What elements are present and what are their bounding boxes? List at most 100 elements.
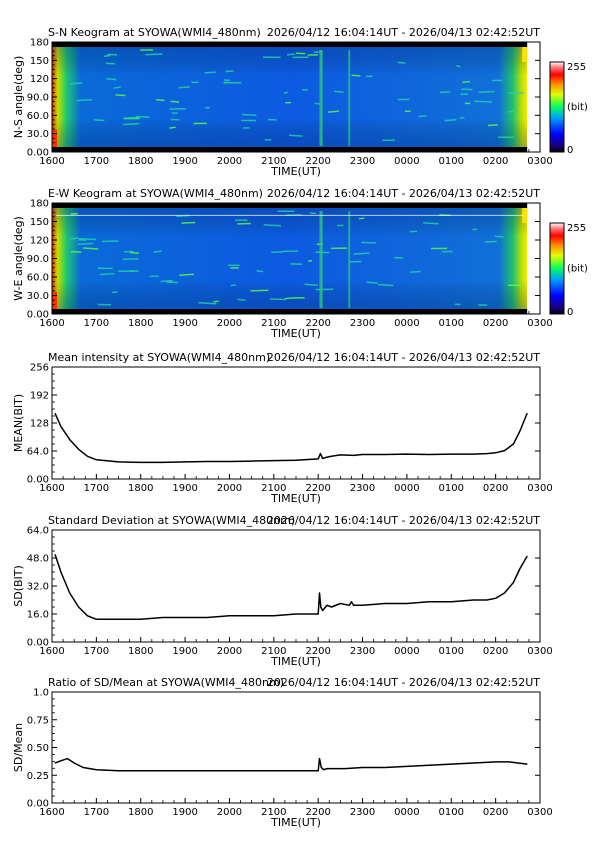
keogram-streak bbox=[472, 228, 478, 231]
data-point bbox=[472, 453, 474, 455]
x-tick-label: 2300 bbox=[350, 807, 375, 818]
x-tick-label: 0200 bbox=[483, 807, 508, 818]
keogram-streak bbox=[170, 100, 180, 103]
data-point bbox=[344, 768, 346, 770]
x-tick-label: 0000 bbox=[394, 318, 419, 329]
data-point bbox=[162, 461, 164, 463]
keogram-streak bbox=[409, 270, 421, 274]
keogram-streak bbox=[105, 62, 116, 65]
x-tick-label: 0100 bbox=[439, 646, 464, 657]
data-point bbox=[95, 618, 97, 620]
y-tick-label: 32.0 bbox=[27, 582, 49, 593]
keogram-streak bbox=[70, 212, 78, 215]
y-tick-label: 0.00 bbox=[27, 148, 49, 159]
data-point bbox=[495, 761, 497, 763]
data-point bbox=[273, 460, 275, 462]
data-point bbox=[362, 454, 364, 455]
y-tick-label: 64.0 bbox=[27, 526, 49, 537]
data-point bbox=[184, 617, 186, 618]
keogram-streak bbox=[160, 279, 173, 283]
x-tick-label: 2300 bbox=[350, 318, 375, 329]
x-tick-label: 1700 bbox=[84, 646, 109, 657]
data-point bbox=[69, 592, 71, 594]
data-point bbox=[73, 762, 75, 764]
panel-time-range: 2026/04/12 16:04:14UT - 2026/04/13 02:42… bbox=[267, 187, 540, 200]
data-point bbox=[322, 457, 324, 459]
keogram-streak bbox=[155, 98, 165, 102]
keogram-streak bbox=[304, 283, 319, 287]
data-point bbox=[295, 770, 297, 772]
data-point bbox=[384, 454, 386, 455]
data-point bbox=[140, 618, 142, 620]
keogram-streak bbox=[106, 77, 117, 81]
data-point bbox=[69, 439, 71, 441]
x-tick-label: 0300 bbox=[527, 483, 552, 494]
data-point bbox=[251, 615, 253, 617]
keogram-streak bbox=[286, 53, 295, 56]
data-point bbox=[317, 613, 319, 615]
x-tick-label: 0100 bbox=[439, 156, 464, 167]
keogram-streak bbox=[462, 80, 470, 84]
data-point bbox=[495, 597, 497, 599]
keogram-streak bbox=[256, 269, 264, 273]
keogram-streak bbox=[213, 300, 219, 303]
keogram-horizon-top bbox=[52, 42, 528, 47]
x-tick-label: 1800 bbox=[128, 156, 153, 167]
y-tick-label: 16.0 bbox=[27, 610, 49, 621]
panel-title: S-N Keogram at SYOWA(WMI4_480nm) bbox=[48, 26, 261, 39]
keogram-streak bbox=[145, 53, 163, 56]
data-point bbox=[317, 458, 319, 460]
y-tick-label: 60.0 bbox=[27, 111, 49, 122]
x-tick-label: 0000 bbox=[394, 807, 419, 818]
x-tick-label: 1600 bbox=[39, 646, 64, 657]
data-point bbox=[60, 426, 62, 427]
panel-time-range: 2026/04/12 16:04:14UT - 2026/04/13 02:42… bbox=[267, 514, 540, 527]
keogram-streak bbox=[115, 94, 126, 97]
data-point bbox=[362, 604, 364, 606]
data-point bbox=[295, 459, 297, 461]
keogram-streak bbox=[327, 110, 339, 113]
x-tick-label: 2000 bbox=[217, 646, 242, 657]
data-point bbox=[184, 461, 186, 463]
data-point bbox=[319, 758, 321, 760]
x-tick-label: 1600 bbox=[39, 318, 64, 329]
y-tick-label: 64.0 bbox=[27, 447, 49, 458]
panel-time-range: 2026/04/12 16:04:14UT - 2026/04/13 02:42… bbox=[267, 26, 540, 39]
data-point bbox=[273, 615, 275, 617]
x-tick-label: 2000 bbox=[217, 483, 242, 494]
keogram-streak bbox=[440, 91, 451, 94]
panel-title: Mean intensity at SYOWA(WMI4_480nm) bbox=[48, 351, 270, 364]
data-point bbox=[428, 601, 430, 603]
y-tick-label: 0.00 bbox=[27, 638, 49, 649]
data-point bbox=[322, 610, 324, 611]
data-point bbox=[86, 455, 88, 457]
data-point bbox=[326, 456, 328, 458]
colorbar-scale bbox=[549, 61, 565, 153]
x-tick-label: 2000 bbox=[217, 807, 242, 818]
data-point bbox=[406, 453, 408, 455]
data-point bbox=[472, 599, 474, 601]
data-point bbox=[384, 766, 386, 768]
keogram-streak bbox=[478, 90, 495, 94]
plot-frame bbox=[51, 691, 541, 804]
series-line bbox=[54, 413, 528, 464]
data-point bbox=[228, 615, 230, 617]
data-point bbox=[228, 461, 230, 462]
keogram-streak bbox=[103, 54, 111, 58]
y-tick-label: 0.75 bbox=[27, 715, 49, 726]
data-point bbox=[118, 770, 120, 772]
data-point bbox=[326, 604, 328, 606]
x-tick-label: 2100 bbox=[261, 807, 286, 818]
keogram-streak bbox=[353, 252, 370, 255]
x-tick-label: 0200 bbox=[483, 646, 508, 657]
data-point bbox=[54, 554, 56, 555]
x-tick-label: 1700 bbox=[84, 483, 109, 494]
data-point bbox=[251, 770, 253, 772]
keogram-streak bbox=[271, 251, 284, 254]
keogram-streak bbox=[456, 64, 461, 68]
y-tick-label: 120 bbox=[30, 74, 49, 85]
x-tick-label: 2200 bbox=[305, 646, 330, 657]
x-tick-label: 1900 bbox=[172, 483, 197, 494]
data-point bbox=[54, 412, 56, 414]
y-axis-label: W-E angle(deg) bbox=[12, 216, 25, 301]
